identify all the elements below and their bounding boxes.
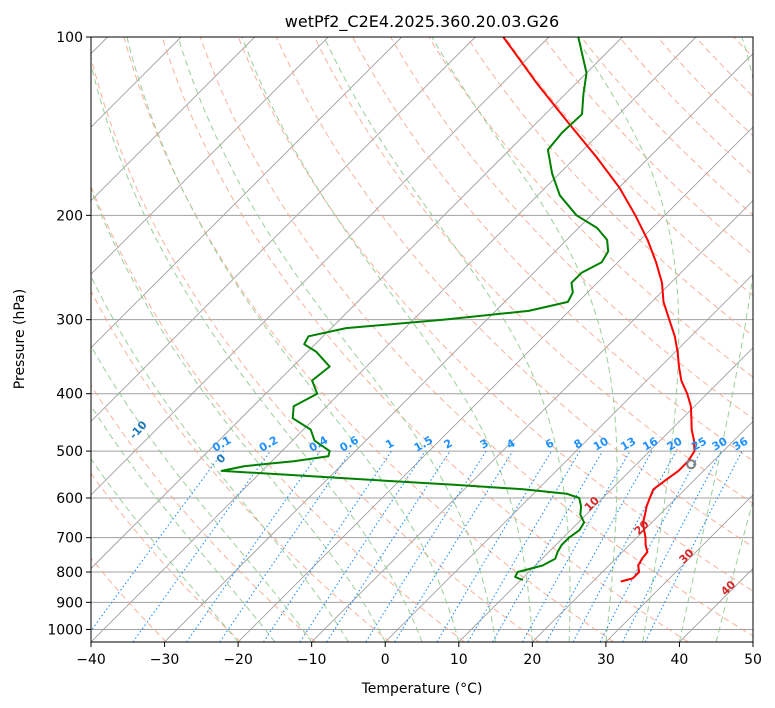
y-tick-label: 100	[56, 30, 83, 46]
isotherm-line	[532, 420, 753, 642]
x-tick-label: 50	[744, 652, 762, 668]
y-axis-label: Pressure (hPa)	[12, 289, 28, 389]
y-tick-label: 500	[56, 444, 83, 460]
x-axis-ticks: −40 −30 −20 −10 0 10 20 30 40 50	[76, 642, 762, 668]
moist-adiabat-line	[715, 498, 753, 642]
dry-adiabat-line	[91, 290, 391, 642]
x-axis-label: Temperature (°C)	[361, 681, 483, 697]
moist-adiabat-line	[177, 37, 497, 642]
isotherm-line	[91, 37, 623, 570]
mixing-ratio-line	[394, 450, 514, 642]
moist-adiabats	[91, 37, 753, 642]
y-tick-label: 1000	[47, 622, 83, 638]
y-tick-label: 400	[56, 387, 83, 403]
mixing-ratio-line	[132, 450, 271, 642]
dry-adiabat-line	[199, 37, 753, 637]
moist-adiabat-line	[91, 275, 349, 642]
moist-adiabat-line	[241, 37, 533, 642]
moist-adiabat-line	[91, 188, 386, 642]
x-tick-label: 40	[671, 652, 689, 668]
dry-adiabat-line	[428, 37, 753, 378]
y-tick-label: 300	[56, 313, 83, 329]
x-tick-label: 0	[381, 652, 390, 668]
y-tick-label: 800	[56, 565, 83, 581]
mixing-ratio-lines	[91, 450, 743, 642]
moist-adiabat-line	[91, 404, 276, 642]
y-tick-label: 900	[56, 595, 83, 611]
isotherm-line	[458, 347, 753, 642]
moist-adiabat-line	[91, 457, 239, 642]
dry-adiabat-line	[275, 37, 753, 548]
mixing-ratio-line	[644, 450, 743, 642]
dry-adiabat-line	[123, 37, 614, 642]
x-tick-label: −30	[150, 652, 180, 668]
y-axis-ticks: 100 200 300 400 500 600 700 800 900 1000	[47, 30, 91, 638]
chart-title: wetPf2_C2E4.2025.360.20.03.G26	[285, 12, 559, 32]
dry-adiabat-line	[91, 384, 316, 642]
x-tick-label: −10	[297, 652, 327, 668]
mixing-ratio-line	[219, 450, 352, 642]
mixing-ratio-line	[522, 450, 631, 642]
moist-adiabat-line	[323, 37, 571, 642]
isotherm-line	[311, 200, 753, 642]
moist-adiabat-line	[91, 62, 423, 642]
mixing-ratio-line	[326, 450, 451, 642]
x-tick-label: −40	[76, 652, 106, 668]
isotherm-line	[91, 37, 550, 496]
isotherm-line	[605, 494, 753, 642]
dry-adiabat-line	[91, 185, 465, 642]
dry-adiabat-line	[91, 55, 540, 642]
isotherm-line	[237, 126, 753, 642]
y-tick-label: 200	[56, 208, 83, 224]
moist-adiabat-line	[575, 37, 680, 642]
moist-adiabat-line	[431, 37, 618, 642]
moist-adiabat-line	[126, 37, 460, 642]
dewpoint-profile-line	[220, 37, 610, 581]
dry-adiabat-line	[91, 472, 242, 642]
dry-adiabat-line	[504, 37, 753, 297]
dry-adiabat-line	[466, 37, 753, 337]
x-tick-label: 30	[597, 652, 615, 668]
x-tick-label: 10	[450, 652, 468, 668]
isotherm-line	[91, 37, 476, 422]
isotherm-line	[384, 273, 753, 642]
moist-adiabat-line	[678, 37, 753, 642]
isotherm-line	[91, 37, 403, 349]
isotherm-line	[91, 37, 255, 202]
y-tick-label: 700	[56, 531, 83, 547]
isotherm-line	[91, 37, 329, 275]
mixing-ratio-line	[91, 450, 224, 632]
mixing-ratio-line	[299, 450, 426, 642]
x-tick-label: 20	[523, 652, 541, 668]
temperature-profile-line	[502, 37, 696, 583]
dry-adiabat-line	[314, 37, 753, 505]
lcl-marker	[686, 459, 697, 470]
plot-frame	[90, 36, 754, 643]
dry-adiabat-line	[390, 37, 753, 420]
isotherm-line	[164, 52, 753, 642]
y-tick-label: 600	[56, 491, 83, 507]
mixing-ratio-line	[263, 450, 392, 642]
mixing-ratio-line	[572, 450, 677, 642]
sounding-series	[220, 37, 697, 583]
moist-adiabat-line	[91, 345, 313, 642]
x-tick-label: −20	[223, 652, 253, 668]
dry-adiabat-line	[237, 37, 753, 592]
mixing-ratio-line	[186, 450, 321, 642]
mixing-ratio-line	[546, 450, 653, 642]
dry-adiabat-line	[352, 37, 753, 462]
